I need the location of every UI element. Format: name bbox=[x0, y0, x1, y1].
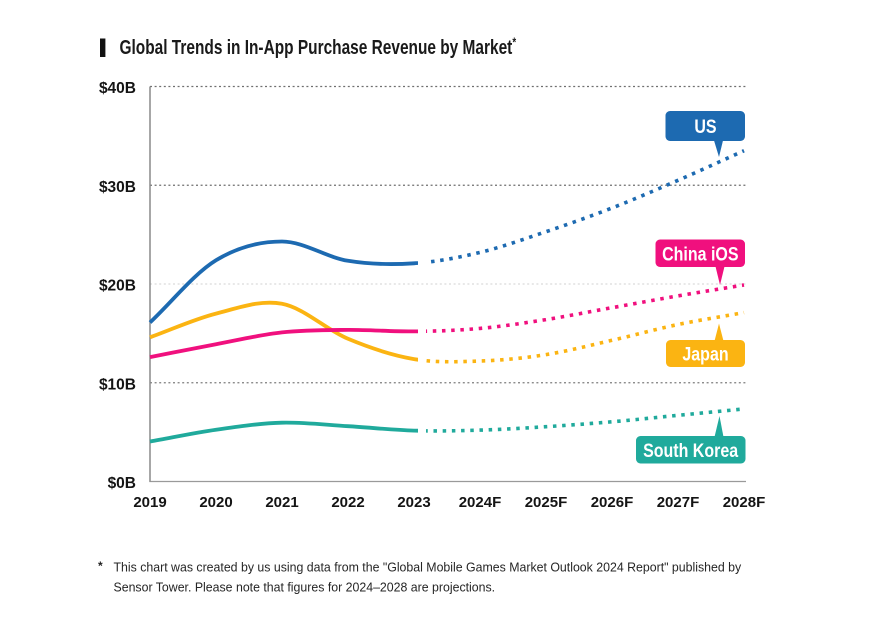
svg-text:2020: 2020 bbox=[199, 494, 232, 511]
svg-text:US: US bbox=[694, 116, 716, 138]
svg-text:2019: 2019 bbox=[133, 494, 166, 511]
svg-text:2024F: 2024F bbox=[459, 494, 502, 511]
svg-text:2021: 2021 bbox=[265, 494, 298, 511]
svg-text:$20B: $20B bbox=[99, 278, 136, 295]
svg-text:$0B: $0B bbox=[108, 475, 136, 492]
svg-text:$10B: $10B bbox=[99, 376, 136, 393]
svg-text:2027F: 2027F bbox=[657, 494, 700, 511]
svg-text:2028F: 2028F bbox=[723, 494, 766, 511]
svg-text:2026F: 2026F bbox=[591, 494, 634, 511]
svg-text:2022: 2022 bbox=[331, 494, 364, 511]
svg-text:*: * bbox=[98, 559, 103, 573]
svg-text:South Korea: South Korea bbox=[643, 439, 739, 461]
svg-text:$40B: $40B bbox=[99, 80, 136, 97]
svg-text:$30B: $30B bbox=[99, 179, 136, 196]
svg-text:2025F: 2025F bbox=[525, 494, 568, 511]
svg-text:Sensor Tower. Please note that: Sensor Tower. Please note that figures f… bbox=[113, 580, 495, 594]
svg-text:Japan: Japan bbox=[682, 343, 728, 365]
svg-text:China iOS: China iOS bbox=[662, 243, 738, 265]
svg-text:This chart was created by us u: This chart was created by us using data … bbox=[113, 560, 741, 574]
svg-text:Global Trends in In-App Purcha: Global Trends in In-App Purchase Revenue… bbox=[120, 36, 517, 58]
svg-text:2023: 2023 bbox=[397, 494, 430, 511]
